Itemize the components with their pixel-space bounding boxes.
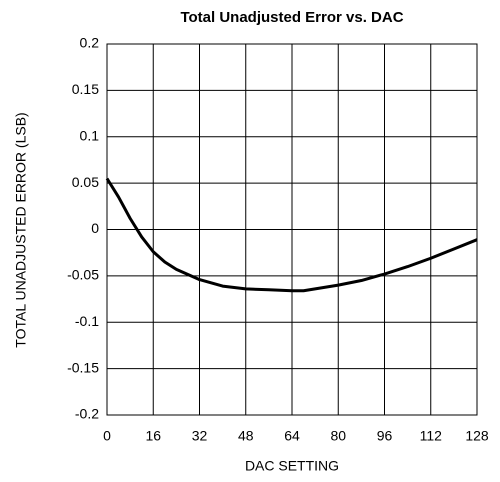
x-axis-label: DAC SETTING (245, 458, 339, 474)
y-tick-label: 0 (91, 220, 99, 236)
x-tick-label: 128 (465, 428, 489, 444)
y-tick-label: -0.05 (67, 267, 99, 283)
x-tick-label: 96 (377, 428, 393, 444)
y-tick-label: -0.15 (67, 359, 99, 375)
y-tick-label: 0.1 (80, 127, 100, 143)
plot-frame (106, 43, 478, 416)
y-tick-label: 0.2 (80, 35, 100, 51)
x-tick-label: 64 (284, 428, 300, 444)
x-tick-label: 0 (103, 428, 111, 444)
y-axis-label: TOTAL UNADJUSTED ERROR (LSB) (13, 112, 29, 347)
chart-title: Total Unadjusted Error vs. DAC (180, 9, 403, 26)
y-tick-label: 0.05 (72, 174, 99, 190)
x-tick-label: 16 (145, 428, 161, 444)
y-tick-label: -0.1 (75, 313, 99, 329)
x-tick-label: 48 (238, 428, 254, 444)
data-line (105, 177, 478, 293)
x-tick-label: 32 (192, 428, 208, 444)
y-tick-label: 0.15 (72, 81, 99, 97)
y-tick-label: -0.2 (75, 406, 99, 422)
x-tick-label: 112 (420, 428, 443, 444)
x-tick-label: 80 (330, 428, 346, 444)
